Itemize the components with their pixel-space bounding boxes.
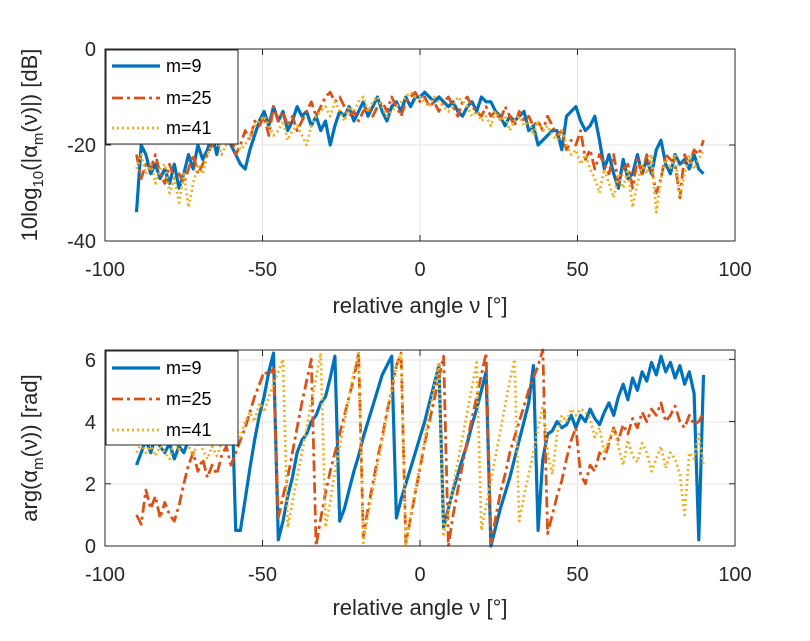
bottom-xtick-0: 0 bbox=[414, 564, 425, 586]
top-ytick-minus20: -20 bbox=[67, 135, 96, 157]
top-legend-label-m25: m=25 bbox=[166, 88, 212, 108]
top-xtick-50: 50 bbox=[566, 259, 588, 281]
top-legend-label-m41: m=41 bbox=[166, 118, 212, 138]
top-legend: m=9 m=25 m=41 bbox=[105, 49, 239, 145]
top-xtick-minus100: -100 bbox=[85, 259, 125, 281]
bottom-xlabel: relative angle ν [°] bbox=[332, 595, 507, 620]
top-legend-label-m9: m=9 bbox=[166, 56, 202, 76]
bottom-ylabel: arg(αm(ν)) [rad] bbox=[17, 374, 47, 521]
bottom-legend-label-m9: m=9 bbox=[166, 358, 202, 378]
bottom-legend-label-m25: m=25 bbox=[166, 389, 212, 409]
top-xlabel: relative angle ν [°] bbox=[332, 293, 507, 318]
bottom-xtick-minus50: -50 bbox=[248, 564, 277, 586]
bottom-tick-marks bbox=[104, 350, 736, 547]
top-tick-marks bbox=[104, 48, 736, 242]
top-ylabel: 10log10(|αm(ν)|) [dB] bbox=[17, 49, 47, 242]
bottom-xtick-100: 100 bbox=[718, 564, 751, 586]
top-ytick-minus40: -40 bbox=[67, 231, 96, 253]
bottom-ytick-0: 0 bbox=[85, 536, 96, 558]
bottom-ytick-4: 4 bbox=[85, 412, 96, 434]
top-ytick-0: 0 bbox=[85, 39, 96, 61]
bottom-xtick-minus100: -100 bbox=[85, 564, 125, 586]
bottom-legend: m=9 m=25 m=41 bbox=[105, 350, 239, 446]
bottom-xtick-50: 50 bbox=[566, 564, 588, 586]
bottom-series-line-m41 bbox=[135, 351, 705, 548]
top-panel: 0 -20 -40 -100 -50 0 50 100 relative ang… bbox=[17, 39, 752, 318]
top-xtick-minus50: -50 bbox=[248, 259, 277, 281]
top-xtick-0: 0 bbox=[414, 259, 425, 281]
top-xtick-100: 100 bbox=[718, 259, 751, 281]
bottom-ytick-2: 2 bbox=[85, 474, 96, 496]
bottom-ytick-6: 6 bbox=[85, 350, 96, 372]
bottom-series-line-m25 bbox=[135, 348, 705, 548]
bottom-legend-label-m41: m=41 bbox=[166, 420, 212, 440]
bottom-panel: 0 2 4 6 -100 -50 0 50 100 relative angle… bbox=[17, 348, 752, 620]
